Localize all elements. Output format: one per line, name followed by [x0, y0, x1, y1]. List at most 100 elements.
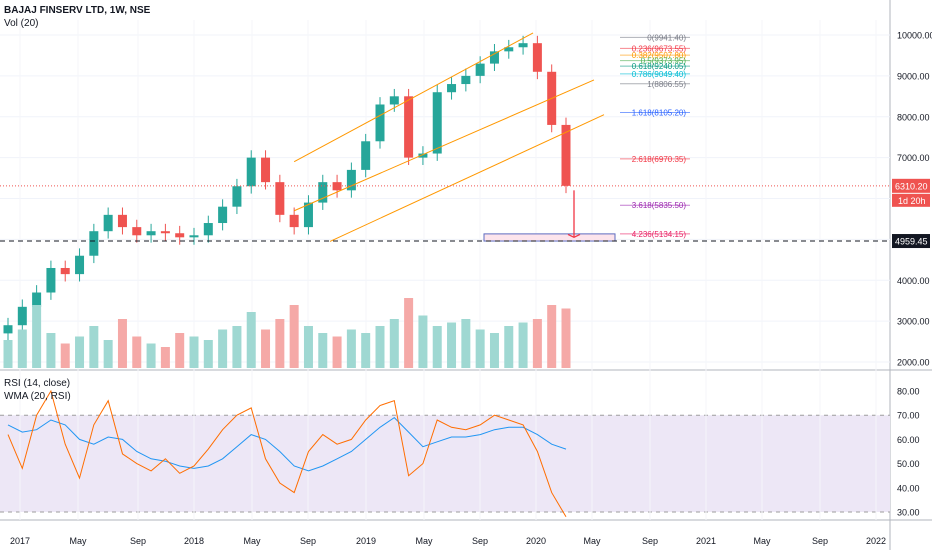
candle-body: [146, 231, 156, 236]
candle-body: [361, 141, 371, 170]
wma-label[interactable]: WMA (20, RSI): [4, 391, 71, 402]
volume-bar: [418, 315, 428, 368]
volume-bar: [518, 322, 528, 368]
volume-bar: [246, 312, 256, 368]
rsi-label[interactable]: RSI (14, close): [4, 378, 71, 389]
time-axis-label: May: [753, 536, 771, 546]
fib-level-label: 0.618(9240.05): [632, 62, 687, 71]
price-tick-label: 2000.00: [897, 358, 930, 368]
candle-body: [89, 231, 99, 256]
rsi-line: [7, 389, 567, 518]
horizontal-level-label: 4959.45: [895, 237, 928, 247]
rsi-tick-label: 50.00: [897, 459, 920, 469]
volume-bar: [504, 326, 514, 368]
volume-bar: [447, 322, 457, 368]
volume-bar: [218, 329, 228, 368]
countdown-tag: [892, 193, 930, 207]
time-axis-label: 2018: [184, 536, 204, 546]
candle-body: [532, 43, 542, 72]
volume-bar: [75, 336, 85, 368]
candle-body: [60, 267, 70, 275]
fib-level-label: 1.618(8105.20): [632, 108, 687, 117]
volume-bar: [146, 343, 156, 368]
candle-body: [175, 233, 185, 238]
target-arrow-head: [567, 233, 581, 239]
candle-body: [461, 75, 471, 85]
candle-body: [475, 63, 485, 76]
fib-level-label: 0.382(9507.80): [632, 51, 687, 60]
volume-bar: [532, 319, 542, 368]
candle-body: [75, 255, 85, 275]
volume-bar: [132, 336, 142, 368]
wma-line: [7, 416, 567, 472]
candle-body: [132, 227, 142, 236]
time-axis-label: Sep: [812, 536, 828, 546]
candle-body: [232, 186, 242, 207]
candle-body: [117, 214, 127, 228]
rsi-legend: RSI (14, close) WMA (20, RSI): [4, 377, 71, 403]
candle-body: [218, 206, 228, 224]
candle-body: [504, 47, 514, 52]
candle-body: [346, 169, 356, 191]
time-axis-label: May: [583, 536, 601, 546]
target-box: [483, 233, 616, 242]
time-axis-label: Sep: [130, 536, 146, 546]
candle-body: [447, 84, 457, 93]
time-axis-label: 2022: [866, 536, 886, 546]
candle-body: [3, 325, 13, 334]
fib-level-label: 0.786(9049.40): [632, 70, 687, 79]
volume-bar: [461, 319, 471, 368]
volume-bar: [17, 329, 27, 368]
candle-body: [332, 182, 342, 191]
price-tick-label: 9000.00: [897, 71, 930, 81]
rsi-tick-label: 30.00: [897, 508, 920, 518]
last-price-tag: [892, 178, 930, 193]
volume-bar: [103, 340, 113, 368]
candle-body: [189, 235, 199, 238]
volume-bar: [203, 340, 213, 368]
fib-level-label: 1(8806.55): [647, 80, 686, 89]
volume-bar: [389, 319, 399, 368]
candle-body: [203, 223, 213, 236]
rsi-band: [0, 415, 890, 512]
time-axis-label: Sep: [642, 536, 658, 546]
channel-upper-line: [293, 32, 534, 163]
volume-label[interactable]: Vol (20): [4, 18, 39, 29]
volume-bar: [375, 326, 385, 368]
volume-bar: [547, 305, 557, 368]
price-tick-label: 4000.00: [897, 276, 930, 286]
symbol-title[interactable]: BAJAJ FINSERV LTD, 1W, NSE: [4, 5, 151, 16]
candle-body: [404, 96, 414, 158]
rsi-tick-label: 80.00: [897, 387, 920, 397]
price-tick-label: 3000.00: [897, 317, 930, 327]
fib-level-label: 3.618(5835.50): [632, 201, 687, 210]
candle-body: [289, 214, 299, 228]
volume-bar: [346, 329, 356, 368]
volume-bar: [46, 333, 56, 368]
last-price-label: 6310.20: [895, 181, 928, 191]
volume-bar: [275, 319, 285, 368]
volume-bar: [175, 333, 185, 368]
time-axis-label: 2020: [526, 536, 546, 546]
time-axis-label: May: [243, 536, 261, 546]
volume-bar: [232, 326, 242, 368]
time-axis-label: 2021: [696, 536, 716, 546]
time-axis-label: 2019: [356, 536, 376, 546]
volume-bar: [117, 319, 127, 368]
volume-bar: [160, 347, 170, 368]
volume-bar: [475, 329, 485, 368]
candle-body: [46, 267, 56, 293]
candle-body: [275, 182, 285, 215]
fib-level-label: 0.236(9673.55): [632, 44, 687, 53]
time-axis-label: 2017: [10, 536, 30, 546]
rsi-tick-label: 40.00: [897, 483, 920, 493]
volume-bar: [561, 308, 571, 368]
price-tick-label: 7000.00: [897, 153, 930, 163]
time-axis-label: Sep: [472, 536, 488, 546]
candle-body: [318, 182, 328, 203]
candle-body: [160, 231, 170, 234]
volume-bar: [318, 333, 328, 368]
volume-bar: [303, 326, 313, 368]
